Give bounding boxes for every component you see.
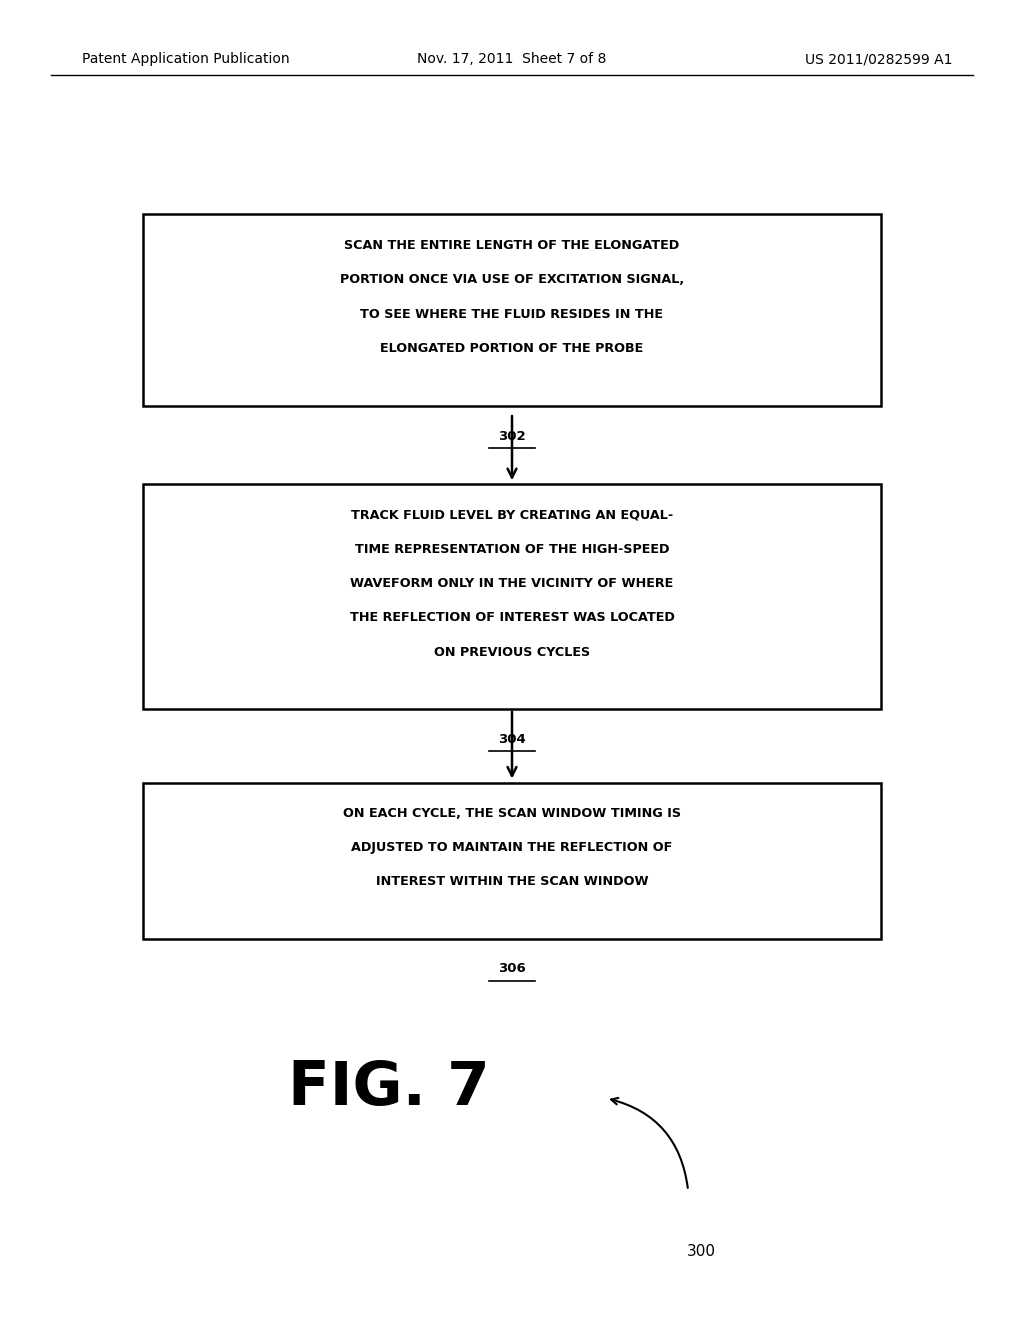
Text: SCAN THE ENTIRE LENGTH OF THE ELONGATED: SCAN THE ENTIRE LENGTH OF THE ELONGATED [344, 239, 680, 252]
Text: TO SEE WHERE THE FLUID RESIDES IN THE: TO SEE WHERE THE FLUID RESIDES IN THE [360, 308, 664, 321]
Text: INTEREST WITHIN THE SCAN WINDOW: INTEREST WITHIN THE SCAN WINDOW [376, 875, 648, 888]
Text: ON EACH CYCLE, THE SCAN WINDOW TIMING IS: ON EACH CYCLE, THE SCAN WINDOW TIMING IS [343, 807, 681, 820]
Bar [143, 484, 881, 709]
Text: US 2011/0282599 A1: US 2011/0282599 A1 [805, 53, 952, 66]
Bar [143, 783, 881, 939]
Text: ELONGATED PORTION OF THE PROBE: ELONGATED PORTION OF THE PROBE [380, 342, 644, 355]
Text: ADJUSTED TO MAINTAIN THE REFLECTION OF: ADJUSTED TO MAINTAIN THE REFLECTION OF [351, 841, 673, 854]
Text: FIG. 7: FIG. 7 [288, 1060, 490, 1118]
Text: ON PREVIOUS CYCLES: ON PREVIOUS CYCLES [434, 645, 590, 659]
Text: Patent Application Publication: Patent Application Publication [82, 53, 290, 66]
Text: TRACK FLUID LEVEL BY CREATING AN EQUAL-: TRACK FLUID LEVEL BY CREATING AN EQUAL- [351, 508, 673, 521]
Text: WAVEFORM ONLY IN THE VICINITY OF WHERE: WAVEFORM ONLY IN THE VICINITY OF WHERE [350, 577, 674, 590]
Text: PORTION ONCE VIA USE OF EXCITATION SIGNAL,: PORTION ONCE VIA USE OF EXCITATION SIGNA… [340, 273, 684, 286]
Bar [143, 214, 881, 407]
Text: 306: 306 [498, 962, 526, 975]
Text: 300: 300 [687, 1243, 716, 1259]
Text: THE REFLECTION OF INTEREST WAS LOCATED: THE REFLECTION OF INTEREST WAS LOCATED [349, 611, 675, 624]
Text: 304: 304 [498, 733, 526, 746]
Text: Nov. 17, 2011  Sheet 7 of 8: Nov. 17, 2011 Sheet 7 of 8 [418, 53, 606, 66]
Text: 302: 302 [499, 430, 525, 442]
Text: TIME REPRESENTATION OF THE HIGH-SPEED: TIME REPRESENTATION OF THE HIGH-SPEED [354, 543, 670, 556]
